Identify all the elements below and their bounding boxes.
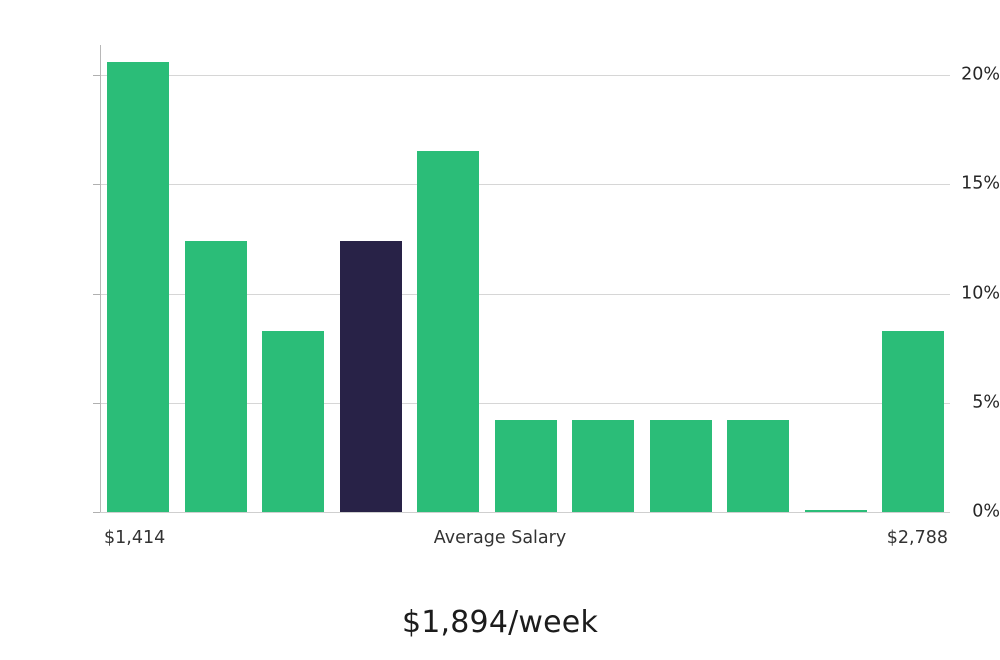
bar[interactable]	[572, 420, 634, 512]
y-tick-mark-15	[93, 184, 100, 185]
bar[interactable]	[262, 330, 324, 512]
x-axis-max-label: $2,788	[886, 528, 948, 548]
bar-highlighted[interactable]	[339, 241, 402, 512]
bar[interactable]	[727, 420, 789, 512]
y-tick-mark-20	[93, 75, 100, 76]
y-tick-mark-10	[93, 294, 100, 295]
x-axis-min-label: $1,414	[104, 528, 166, 548]
y-tick-mark-5	[93, 403, 100, 404]
bar[interactable]	[882, 330, 944, 512]
x-axis-title: Average Salary	[433, 528, 567, 548]
bar[interactable]	[649, 420, 712, 512]
bar[interactable]	[494, 420, 557, 512]
bar[interactable]	[107, 61, 169, 512]
gridline-15	[100, 184, 950, 185]
bar[interactable]	[417, 151, 479, 512]
gridline-5	[100, 403, 950, 404]
y-axis-spine	[100, 45, 101, 512]
gridline-10	[100, 294, 950, 295]
gridline-20	[100, 75, 950, 76]
chart-caption: $1,894/week	[401, 605, 599, 640]
y-tick-label-10: 10%	[961, 283, 1000, 304]
bar[interactable]	[804, 509, 867, 512]
y-tick-label-0: 0%	[972, 501, 1000, 522]
y-tick-label-5: 5%	[972, 392, 1000, 413]
y-tick-label-15: 15%	[961, 173, 1000, 194]
y-tick-mark-0	[93, 512, 100, 513]
gridline-0	[100, 512, 950, 513]
y-tick-label-20: 20%	[961, 64, 1000, 85]
bar[interactable]	[184, 241, 247, 512]
